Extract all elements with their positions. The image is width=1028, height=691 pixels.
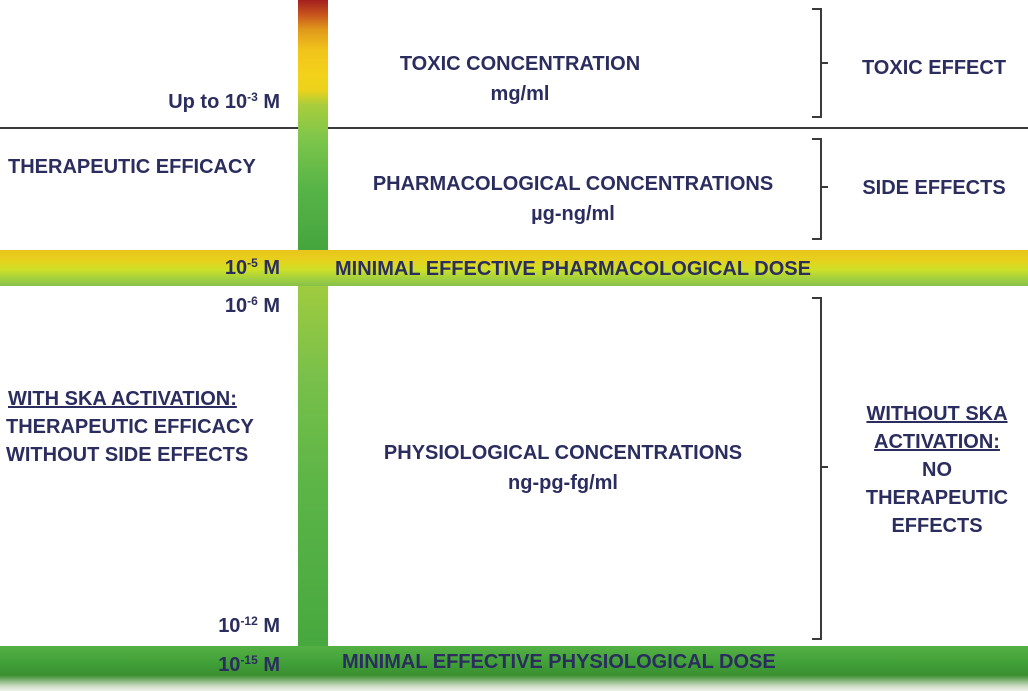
pharmacological-concentrations-unit: µg-ng/ml	[531, 203, 615, 225]
minimal-effective-pharmacological-dose: MINIMAL EFFECTIVE PHARMACOLOGICAL DOSE	[335, 258, 811, 280]
toxic-concentration-title: TOXIC CONCENTRATION	[399, 53, 641, 75]
minimal-physiological-dose-band	[0, 646, 1028, 691]
side-bracket-mid-tick	[820, 186, 828, 188]
toxic-bracket-mid-tick	[820, 62, 828, 64]
physiological-concentrations-unit: ng-pg-fg/ml	[508, 472, 618, 494]
toxic-bracket-top-tick	[812, 8, 820, 10]
therapeutic-efficacy-label: THERAPEUTIC EFFICACY	[8, 156, 256, 178]
pharmacological-concentrations-title: PHARMACOLOGICAL CONCENTRATIONS	[372, 173, 774, 195]
phys-bracket-bottom-tick	[812, 638, 820, 640]
up-to-10-3-label: Up to 10-3 M	[168, 90, 280, 113]
concentration-gradient-bar-top	[298, 0, 328, 250]
minimal-pharmacological-dose-band	[0, 250, 1028, 286]
physiological-concentrations-title: PHYSIOLOGICAL CONCENTRATIONS	[383, 442, 743, 464]
toxic-pharmacological-divider	[0, 127, 1028, 129]
toxic-bracket-bottom-tick	[812, 116, 820, 118]
toxic-concentration-unit: mg/ml	[490, 83, 550, 105]
without-ska-heading-line2: ACTIVATION:	[874, 431, 1000, 453]
phys-bracket-top-tick	[812, 297, 820, 299]
side-effects-bracket	[810, 138, 822, 240]
with-ska-therapeutic-efficacy: THERAPEUTIC EFFICACY	[6, 416, 254, 438]
without-ska-no: NO	[922, 459, 952, 481]
phys-bracket-mid-tick	[820, 466, 828, 468]
with-ska-without-side-effects: WITHOUT SIDE EFFECTS	[6, 444, 249, 466]
side-bracket-bottom-tick	[812, 238, 820, 240]
without-ska-therapeutic: THERAPEUTIC	[865, 487, 1009, 509]
10-15-molar-label: 10-15 M	[218, 653, 280, 676]
toxic-effect-label: TOXIC EFFECT	[861, 57, 1007, 79]
10-5-molar-label: 10-5 M	[224, 256, 280, 279]
physiological-bracket	[810, 297, 822, 640]
side-effects-label: SIDE EFFECTS	[862, 177, 1006, 199]
concentration-gradient-bar-bottom	[298, 286, 328, 646]
side-bracket-top-tick	[812, 138, 820, 140]
with-ska-activation-heading: WITH SKA ACTIVATION:	[8, 388, 237, 410]
10-12-molar-label: 10-12 M	[218, 614, 280, 637]
10-6-molar-label: 10-6 M	[224, 294, 280, 317]
without-ska-heading-line1: WITHOUT SKA	[866, 403, 1008, 425]
minimal-effective-physiological-dose: MINIMAL EFFECTIVE PHYSIOLOGICAL DOSE	[342, 651, 776, 673]
without-ska-effects: EFFECTS	[891, 515, 983, 537]
